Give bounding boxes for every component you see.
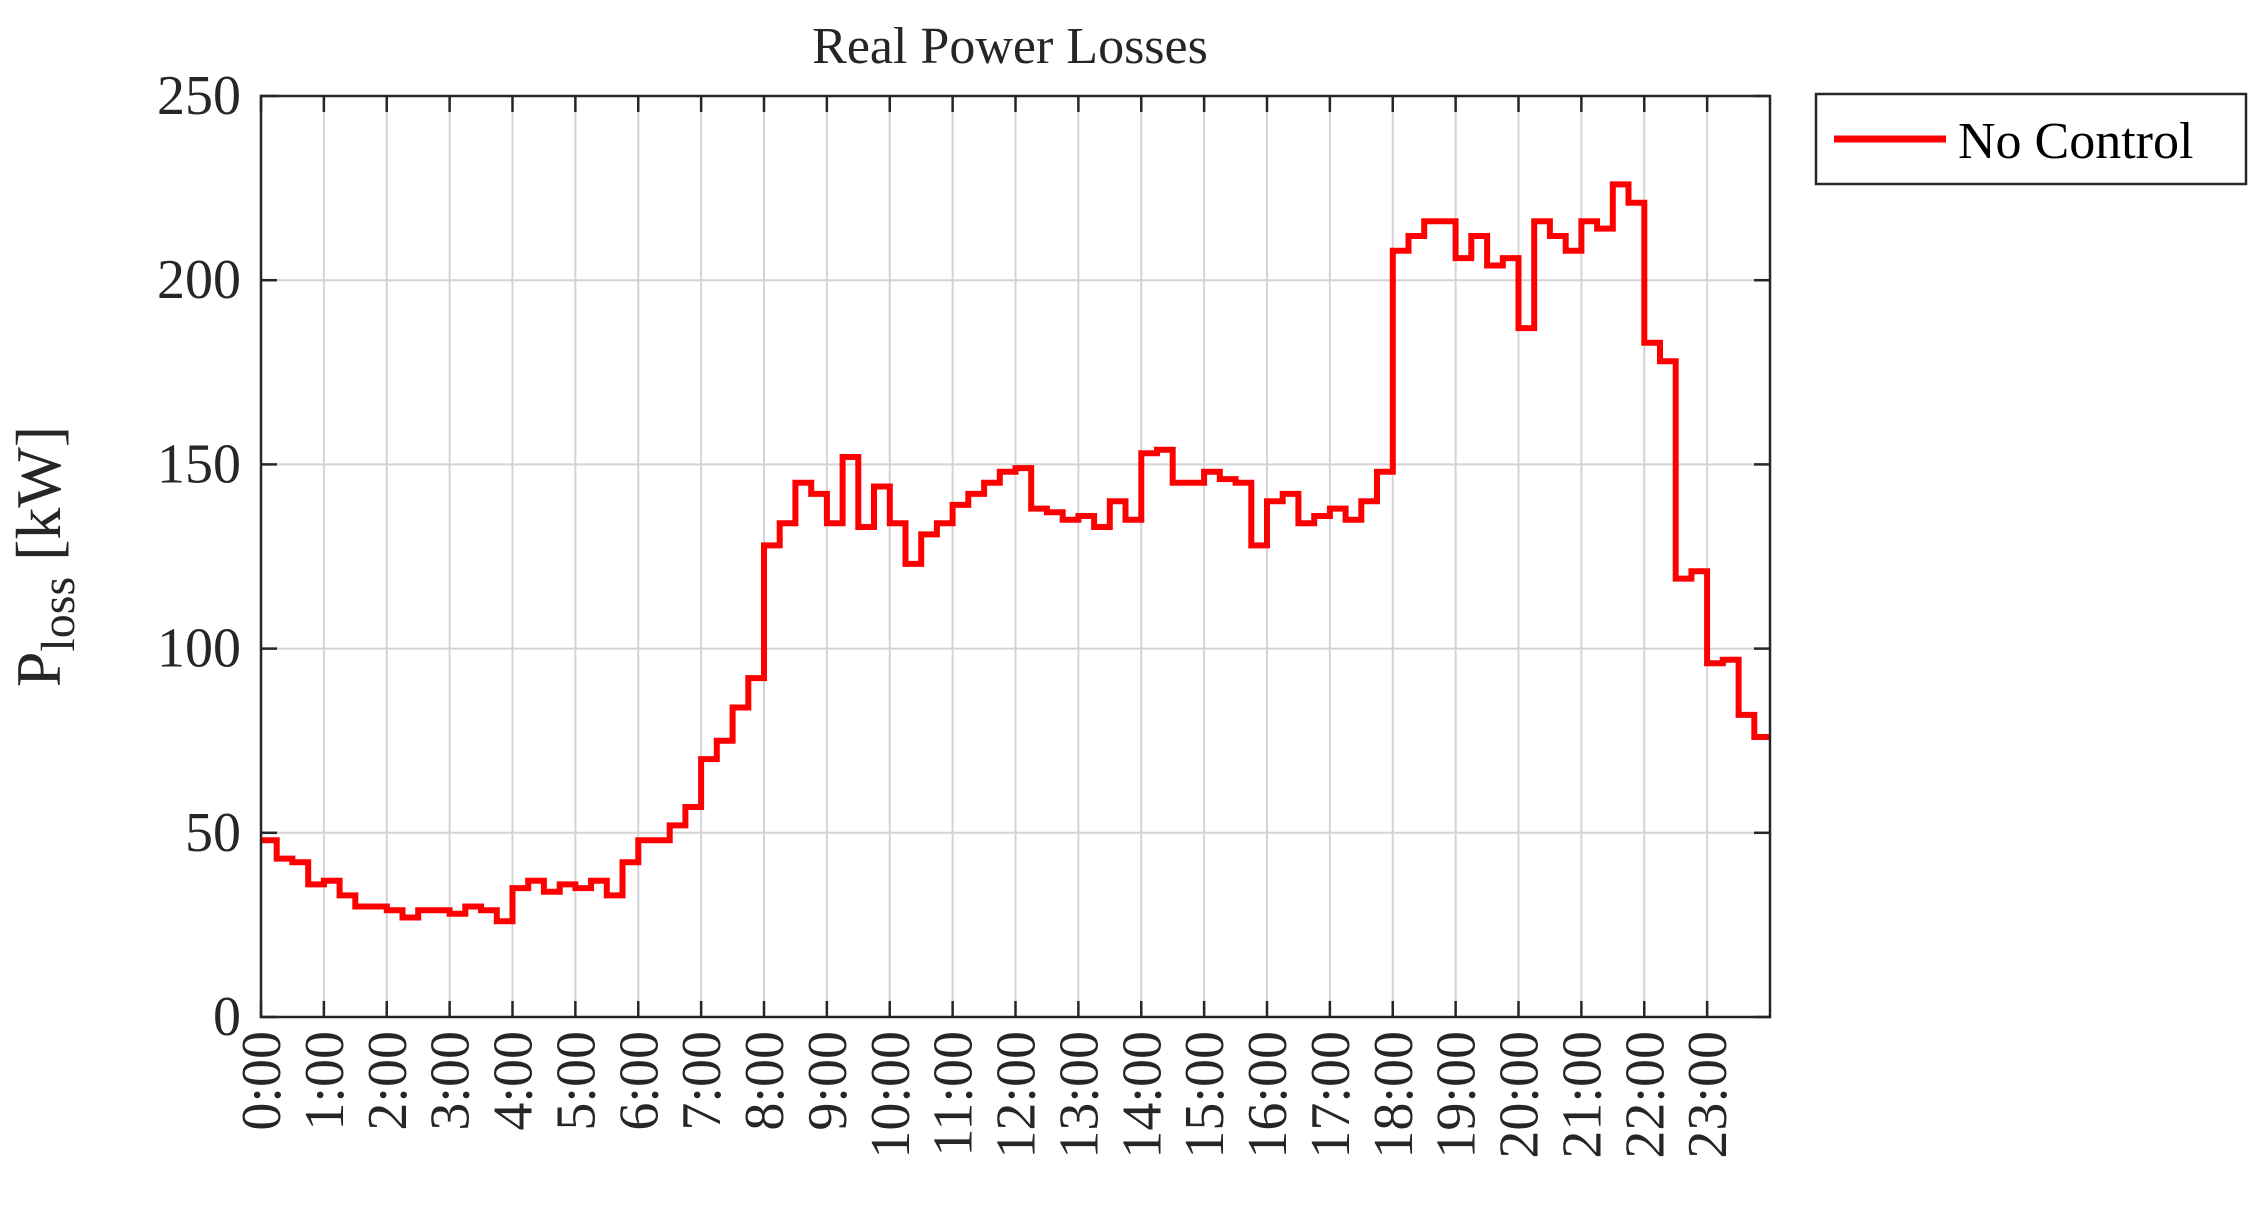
x-tick-label: 15:00: [1174, 1031, 1236, 1159]
y-tick-label: 100: [157, 618, 241, 680]
x-tick-label: 18:00: [1363, 1031, 1425, 1159]
x-tick-label: 7:00: [671, 1031, 733, 1131]
legend-label: No Control: [1958, 113, 2193, 170]
y-tick-label: 200: [157, 249, 241, 311]
plot-frame: [259, 94, 1772, 1019]
x-tick-label: 2:00: [357, 1031, 419, 1131]
legend: No Control: [1814, 92, 2248, 186]
x-tick-label: 1:00: [294, 1031, 356, 1131]
x-tick-label: 12:00: [986, 1031, 1048, 1159]
x-tick-label: 13:00: [1048, 1031, 1110, 1159]
x-tick-label: 14:00: [1111, 1031, 1173, 1159]
x-tick-label: 3:00: [420, 1031, 482, 1131]
chart-title: Real Power Losses: [812, 18, 1208, 75]
x-tick-label: 21:00: [1551, 1031, 1613, 1159]
x-axis-ticks: 0:00 1:00 2:00 3:00 4:00 5:00 6:00 7:00 8:00 9:00…: [231, 96, 1739, 1159]
y-axis-label: Ploss [kW]: [3, 426, 85, 687]
series-layer: [261, 181, 1770, 925]
grid: [261, 96, 1770, 1017]
x-tick-label: 10:00: [860, 1031, 922, 1159]
x-tick-label: 8:00: [734, 1031, 796, 1131]
y-axis-label-symbol: P: [3, 652, 74, 688]
x-tick-label: 19:00: [1426, 1031, 1488, 1159]
x-tick-label: 16:00: [1237, 1031, 1299, 1159]
series-line-0: [261, 181, 1770, 925]
y-tick-label: 250: [157, 65, 241, 127]
y-axis-label-subscript: loss: [32, 577, 85, 652]
y-tick-label: 0: [213, 986, 241, 1048]
y-axis-ticks: 0 50 100 150 200 250: [157, 65, 1770, 1048]
y-tick-label: 50: [185, 802, 241, 864]
x-tick-label: 20:00: [1489, 1031, 1551, 1159]
x-tick-label: 23:00: [1677, 1031, 1739, 1159]
x-tick-label: 17:00: [1300, 1031, 1362, 1159]
x-tick-label: 0:00: [231, 1031, 293, 1131]
x-tick-label: 11:00: [923, 1031, 985, 1156]
x-tick-label: 5:00: [545, 1031, 607, 1131]
y-axis-label-unit: [kW]: [3, 426, 74, 577]
x-tick-label: 9:00: [797, 1031, 859, 1131]
x-tick-label: 6:00: [608, 1031, 670, 1131]
x-tick-label: 22:00: [1614, 1031, 1676, 1159]
y-tick-label: 150: [157, 433, 241, 495]
x-tick-label: 4:00: [483, 1031, 545, 1131]
